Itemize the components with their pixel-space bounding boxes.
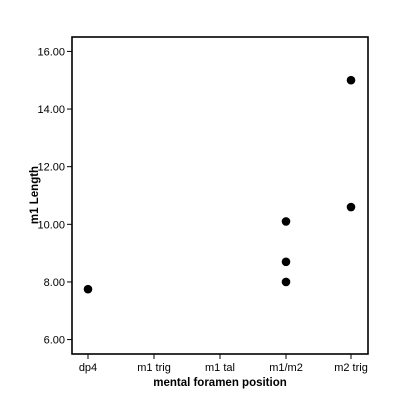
data-point: [83, 284, 93, 294]
y-tick-label: 16.00: [37, 46, 65, 58]
y-axis: 6.00 8.00 10.00 12.00 14.00 16.00: [37, 46, 72, 347]
x-tick-label: m2 trig: [334, 362, 368, 374]
data-points: [83, 75, 356, 294]
x-tick-label: m1 trig: [137, 362, 171, 374]
x-tick-label: dp4: [79, 362, 97, 374]
data-point: [346, 75, 356, 85]
y-tick-label: 6.00: [44, 335, 65, 347]
data-point: [281, 217, 291, 226]
y-tick-label: 10.00: [37, 219, 65, 231]
x-axis: dp4 m1 trig m1 tal m1/m2 m2 trig: [79, 354, 368, 374]
y-tick-label: 8.00: [44, 277, 65, 289]
x-tick-label: m1/m2: [269, 362, 303, 374]
y-tick-label: 14.00: [37, 104, 65, 116]
data-point: [346, 202, 356, 212]
data-point: [281, 257, 291, 267]
data-point: [281, 277, 291, 287]
plot-frame: [71, 36, 369, 355]
y-axis-title: m1 Length: [29, 166, 41, 224]
x-axis-title: mental foramen position: [153, 377, 287, 389]
y-tick-label: 12.00: [37, 162, 65, 174]
x-tick-label: m1 tal: [205, 362, 235, 374]
